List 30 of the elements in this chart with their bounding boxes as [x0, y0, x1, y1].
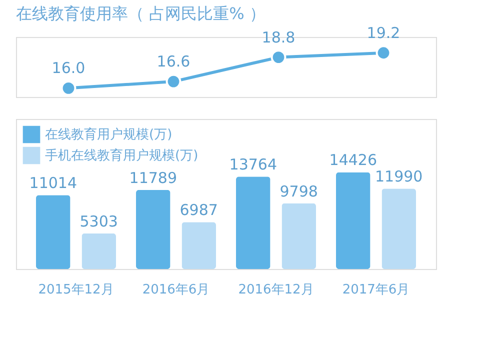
point — [166, 74, 182, 90]
data-label: 11789 — [129, 168, 177, 187]
data-label: 14426 — [329, 151, 377, 170]
x-tick-label: 2017年6月 — [342, 282, 410, 298]
bar — [36, 195, 70, 269]
bar — [82, 233, 116, 269]
x-tick-label: 2015年12月 — [38, 282, 114, 298]
data-label: 13764 — [229, 156, 277, 174]
data-label: 6987 — [180, 201, 218, 220]
legend-label: 在线教育用户规模(万) — [45, 126, 172, 142]
bar — [236, 176, 270, 269]
data-label: 5303 — [80, 212, 118, 230]
x-tick-label: 2016年6月 — [142, 282, 210, 298]
bar — [382, 188, 416, 269]
data-label: 11014 — [29, 174, 77, 192]
data-label: 16.6 — [156, 52, 190, 71]
bar — [182, 222, 216, 269]
data-label: 16.0 — [52, 59, 86, 78]
data-label: 11990 — [375, 168, 423, 186]
bar — [136, 190, 170, 269]
chart-title: 在线教育使用率（ 占网民比重% ） — [16, 4, 266, 23]
point — [376, 45, 392, 61]
bar — [336, 172, 370, 269]
data-label: 18.8 — [262, 28, 296, 46]
bar — [282, 203, 316, 269]
data-label: 9798 — [280, 182, 318, 200]
data-label: 19.2 — [366, 24, 400, 42]
legend-label: 手机在线教育用户规模(万) — [45, 148, 198, 164]
point — [270, 50, 286, 65]
x-tick-label: 2016年12月 — [238, 282, 314, 298]
